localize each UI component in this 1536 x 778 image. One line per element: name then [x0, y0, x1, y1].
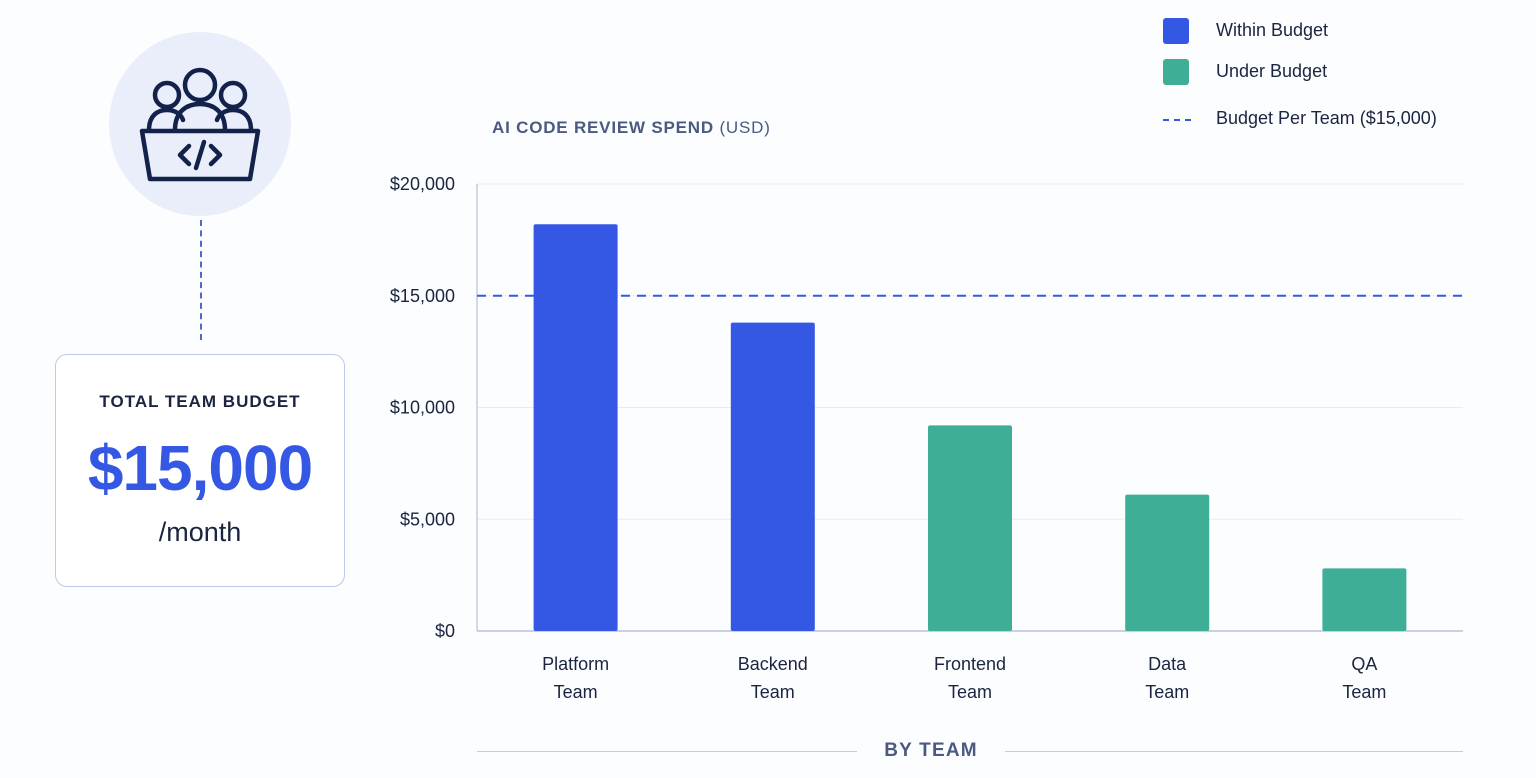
x-category-label: QA	[1351, 654, 1377, 674]
chart-title-main: AI CODE REVIEW SPEND	[492, 118, 714, 137]
bar	[533, 224, 618, 632]
legend-swatch-under-budget	[1163, 59, 1189, 85]
x-category-label: Team	[1145, 682, 1189, 702]
x-category-label: Team	[948, 682, 992, 702]
xcaption-rule-right	[1005, 751, 1463, 752]
y-tick-label: $20,000	[390, 174, 455, 194]
team-avatar-circle	[109, 32, 291, 216]
budget-card-period: /month	[158, 517, 242, 547]
x-category-label: Backend	[738, 654, 808, 674]
bar	[1322, 568, 1407, 631]
bar	[1125, 494, 1210, 631]
y-tick-label: $5,000	[400, 509, 455, 529]
y-tick-label: $0	[435, 621, 455, 641]
y-tick-label: $10,000	[390, 398, 455, 418]
budget-card-amount: $15,000	[87, 432, 313, 504]
x-category-label: Team	[751, 682, 795, 702]
x-category-label: Platform	[542, 654, 609, 674]
team-code-icon	[139, 67, 261, 182]
legend-label-budget-line: Budget Per Team ($15,000)	[1216, 108, 1437, 128]
chart-title-unit: (USD)	[719, 118, 771, 137]
legend-label-within-budget: Within Budget	[1216, 20, 1329, 40]
legend-swatch-within-budget	[1163, 18, 1189, 44]
legend-label-under-budget: Under Budget	[1216, 61, 1328, 81]
bar	[730, 322, 815, 631]
x-category-label: Team	[1342, 682, 1386, 702]
y-tick-label: $15,000	[390, 286, 455, 306]
icon-card-connector	[200, 220, 202, 340]
x-axis-caption: BY TEAM	[884, 740, 978, 761]
bar	[928, 425, 1012, 631]
x-category-label: Data	[1148, 654, 1187, 674]
chart-title: AI CODE REVIEW SPEND (USD)	[492, 118, 771, 138]
xcaption-rule-left	[477, 751, 857, 752]
total-budget-card: TOTAL TEAM BUDGET $15,000 /month	[55, 354, 345, 587]
budget-card-label: TOTAL TEAM BUDGET	[99, 392, 301, 411]
legend-dash-budget-line	[1163, 119, 1191, 121]
x-category-label: Frontend	[934, 654, 1006, 674]
x-category-label: Team	[554, 682, 598, 702]
